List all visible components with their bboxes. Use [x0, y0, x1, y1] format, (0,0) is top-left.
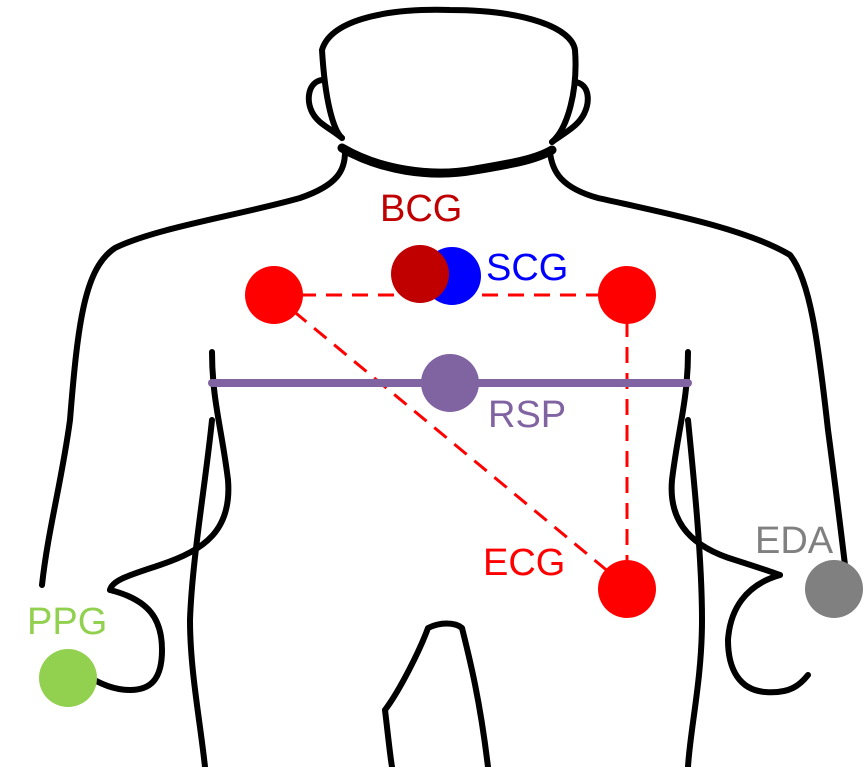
right-torso-outline — [547, 149, 848, 568]
ecg-lead-lines — [273, 293, 629, 589]
bcg-sensor-dot — [391, 245, 449, 303]
body-outline — [39, 6, 848, 767]
ppg-sensor-dot — [39, 649, 97, 707]
ecg-label: ECG — [483, 542, 565, 584]
left-torso-outline — [39, 149, 348, 588]
eda-label: EDA — [755, 520, 834, 562]
eda-sensor-dot — [805, 560, 863, 618]
right-hand-outline — [725, 572, 811, 696]
ppg-label: PPG — [27, 601, 107, 643]
scg-label: SCG — [486, 247, 568, 289]
ecg-lead-diagonal — [273, 293, 628, 589]
left-ear-outline — [305, 77, 345, 141]
left-hand-outline — [87, 587, 165, 693]
ecg-electrode-right-arm — [245, 266, 303, 324]
head-outline — [319, 6, 579, 145]
ecg-electrode-left-arm — [598, 266, 656, 324]
left-hip-outline — [187, 417, 215, 767]
rsp-sensor-dot — [421, 354, 479, 412]
right-ear-outline — [549, 79, 591, 145]
right-hip-outline — [685, 417, 705, 767]
left-inner-arm-outline — [107, 349, 232, 593]
bcg-label: BCG — [380, 188, 462, 230]
ecg-electrode-left-leg — [598, 560, 656, 618]
left-leg-outline — [382, 707, 395, 767]
jaw-outline — [337, 143, 557, 178]
right-inner-arm-outline — [668, 349, 783, 578]
legs-outline — [382, 620, 491, 767]
rsp-label: RSP — [488, 394, 566, 436]
